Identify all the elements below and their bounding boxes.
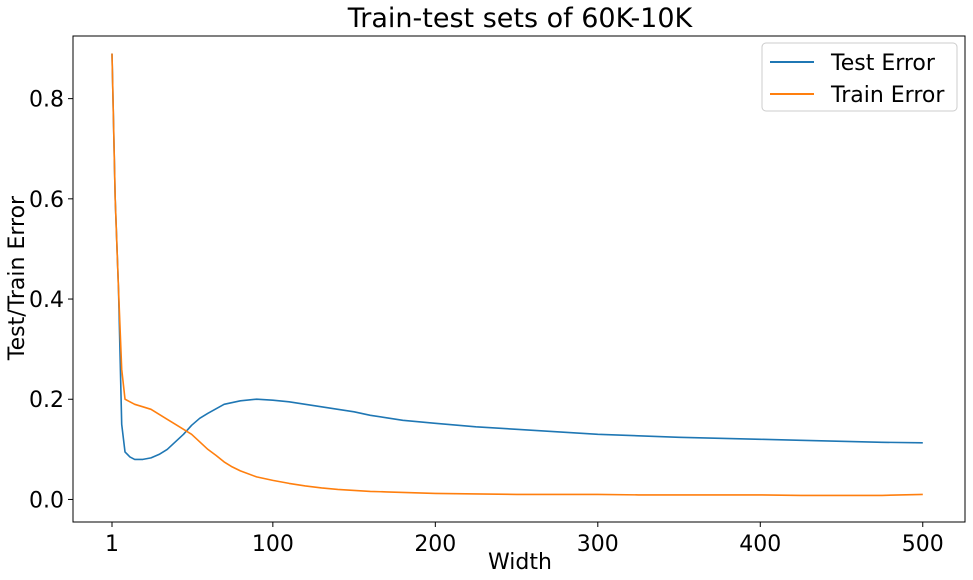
y-tick-label: 0.6 bbox=[29, 188, 64, 213]
x-axis: 1 100 200 300 400 500 bbox=[105, 522, 944, 557]
y-tick-label: 0.8 bbox=[29, 88, 64, 113]
plot-frame bbox=[72, 35, 966, 523]
y-tick-label: 0.2 bbox=[29, 388, 64, 413]
x-axis-label: Width bbox=[488, 550, 552, 575]
series-line-0 bbox=[111, 53, 923, 461]
series-line-1 bbox=[111, 53, 923, 497]
y-axis-label: Test/Train Error bbox=[5, 195, 30, 361]
chart-title: Train-test sets of 60K-10K bbox=[347, 3, 694, 34]
x-tick-label: 500 bbox=[902, 532, 944, 557]
x-tick-label: 1 bbox=[105, 532, 119, 557]
y-tick-label: 0.4 bbox=[29, 288, 64, 313]
legend-entry: Test Error bbox=[830, 51, 936, 76]
y-tick-label: 0.0 bbox=[29, 488, 64, 513]
x-tick-label: 400 bbox=[739, 532, 781, 557]
legend: Test Error Train Error bbox=[761, 42, 958, 112]
y-axis: 0.0 0.2 0.4 0.6 0.8 bbox=[29, 88, 73, 513]
plot-area bbox=[72, 35, 966, 523]
x-tick-label: 200 bbox=[414, 532, 456, 557]
legend-entry: Train Error bbox=[830, 83, 945, 108]
x-tick-label: 300 bbox=[577, 532, 619, 557]
x-tick-label: 100 bbox=[252, 532, 294, 557]
